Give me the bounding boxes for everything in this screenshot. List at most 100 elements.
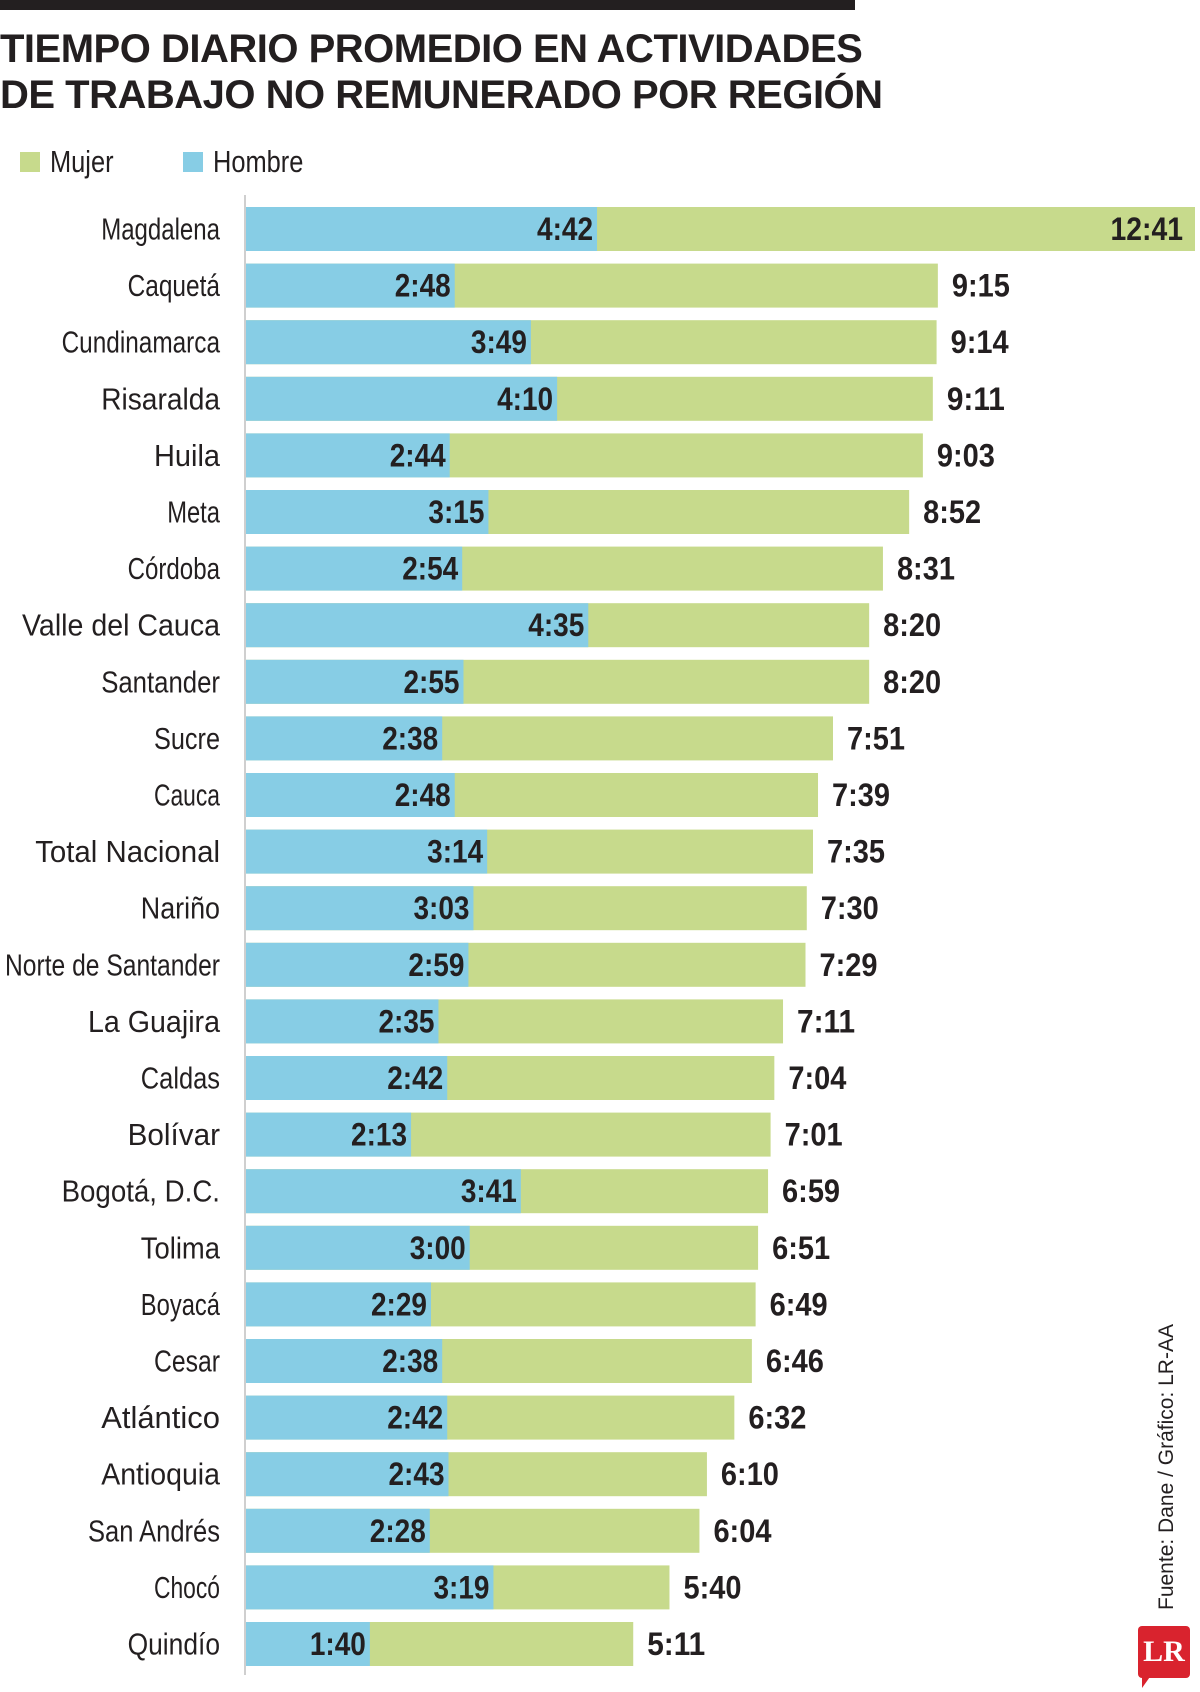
category-label: Bogotá, D.C. xyxy=(62,1174,220,1209)
lr-logo: LR xyxy=(1138,1626,1190,1688)
data-label-hombre: 2:59 xyxy=(408,947,464,983)
category-label: Cauca xyxy=(154,778,221,813)
bar-hombre xyxy=(245,1339,443,1383)
data-label-hombre: 2:38 xyxy=(382,720,438,756)
bar-hombre xyxy=(245,603,589,648)
data-label-mujer: 7:39 xyxy=(832,777,890,813)
bar-hombre xyxy=(245,1452,449,1497)
bar-hombre xyxy=(245,546,463,591)
data-label-hombre: 3:15 xyxy=(428,494,484,530)
data-label-hombre: 2:55 xyxy=(403,664,459,700)
category-label: Córdoba xyxy=(128,551,221,586)
data-label-mujer: 7:51 xyxy=(847,720,905,756)
data-label-hombre: 2:35 xyxy=(378,1003,434,1039)
bar-hombre xyxy=(245,829,488,874)
data-label-mujer: 7:11 xyxy=(797,1003,855,1039)
bar-hombre xyxy=(245,1622,370,1666)
category-label: Meta xyxy=(167,495,220,530)
data-label-hombre: 2:44 xyxy=(390,437,446,473)
bar-hombre xyxy=(245,999,439,1044)
data-label-mujer: 7:29 xyxy=(820,947,878,983)
data-label-hombre: 2:13 xyxy=(351,1117,407,1153)
data-label-hombre: 2:42 xyxy=(387,1060,443,1096)
category-label: Sucre xyxy=(154,721,220,756)
lr-logo-text: LR xyxy=(1143,1635,1185,1668)
bar-hombre xyxy=(245,1169,521,1214)
bar-hombre xyxy=(245,1565,494,1610)
data-label-mujer: 9:11 xyxy=(947,381,1005,417)
category-label: Risaralda xyxy=(101,381,220,416)
data-label-hombre: 3:00 xyxy=(410,1230,466,1266)
data-label-hombre: 2:38 xyxy=(382,1343,438,1379)
data-label-hombre: 4:35 xyxy=(528,607,584,643)
legend-item-hombre: Hombre xyxy=(182,144,323,180)
data-label-mujer: 7:01 xyxy=(785,1117,843,1153)
category-label: Magdalena xyxy=(101,212,220,247)
bar-hombre xyxy=(245,773,455,817)
bar-chart: Magdalena 4:42 12:41 Caquetá 2:48 9:15 Cundina… xyxy=(5,195,1195,1675)
bar-hombre xyxy=(245,1508,430,1553)
data-label-mujer: 6:49 xyxy=(770,1286,828,1322)
category-label: San Andrés xyxy=(88,1513,220,1548)
data-label-mujer: 7:04 xyxy=(788,1060,846,1096)
legend-swatch-mujer xyxy=(20,152,40,172)
data-label-mujer: 9:03 xyxy=(937,437,995,473)
data-label-hombre: 2:28 xyxy=(370,1513,426,1549)
category-label: Atlántico xyxy=(101,1400,220,1435)
category-label: Cundinamarca xyxy=(62,325,221,360)
category-label: Antioquia xyxy=(101,1457,220,1492)
category-label: Valle del Cauca xyxy=(22,608,221,643)
data-label-hombre: 4:10 xyxy=(497,381,553,417)
data-label-mujer: 8:31 xyxy=(897,551,955,587)
legend: Mujer Hombre xyxy=(20,140,378,184)
category-label: Tolima xyxy=(141,1230,221,1265)
bar-hombre xyxy=(245,207,598,251)
category-label: Total Nacional xyxy=(35,834,220,869)
bar-hombre xyxy=(245,886,474,931)
bar-hombre xyxy=(245,490,489,534)
bar-hombre xyxy=(245,1112,412,1157)
category-label: Boyacá xyxy=(141,1287,221,1322)
category-label: La Guajira xyxy=(88,1004,221,1039)
data-label-mujer: 12:41 xyxy=(1111,211,1184,247)
data-label-hombre: 3:03 xyxy=(413,890,469,926)
data-label-hombre: 2:54 xyxy=(402,551,458,587)
data-label-hombre: 3:41 xyxy=(461,1173,517,1209)
data-label-mujer: 9:14 xyxy=(951,324,1009,360)
category-label: Santander xyxy=(101,664,220,699)
category-label: Huila xyxy=(154,438,221,473)
bar-hombre xyxy=(245,1395,448,1440)
data-label-hombre: 2:29 xyxy=(371,1286,427,1322)
legend-label-mujer: Mujer xyxy=(50,144,114,179)
data-label-hombre: 3:14 xyxy=(427,834,483,870)
source-note: Fuente: Dane / Gráfico: LR-AA xyxy=(1155,1324,1178,1610)
data-label-hombre: 2:43 xyxy=(389,1456,445,1492)
bar-hombre xyxy=(245,716,443,761)
bar-hombre xyxy=(245,1282,431,1327)
legend-swatch-hombre xyxy=(182,152,203,172)
bar-hombre xyxy=(245,659,464,704)
bar-hombre xyxy=(245,263,455,308)
data-label-mujer: 7:30 xyxy=(821,890,879,926)
chart-title: TIEMPO DIARIO PROMEDIO EN ACTIVIDADES DE… xyxy=(0,27,883,117)
bar-hombre xyxy=(245,942,469,987)
data-label-hombre: 1:40 xyxy=(310,1626,366,1662)
legend-label-hombre: Hombre xyxy=(212,144,303,179)
category-label: Chocó xyxy=(154,1570,220,1605)
data-label-hombre: 4:42 xyxy=(537,211,593,247)
data-label-mujer: 6:46 xyxy=(766,1343,824,1379)
bar-hombre xyxy=(245,376,558,421)
category-label: Bolívar xyxy=(128,1117,220,1152)
category-label: Caldas xyxy=(141,1061,220,1096)
category-label: Norte de Santander xyxy=(5,947,220,982)
data-label-mujer: 8:20 xyxy=(883,607,941,643)
data-label-mujer: 6:59 xyxy=(782,1173,840,1209)
category-label: Caquetá xyxy=(128,268,221,303)
data-label-mujer: 5:11 xyxy=(647,1626,705,1662)
category-label: Quindío xyxy=(128,1627,220,1662)
data-label-mujer: 6:51 xyxy=(772,1230,830,1266)
data-label-mujer: 8:52 xyxy=(923,494,981,530)
data-label-mujer: 9:15 xyxy=(952,268,1010,304)
data-label-hombre: 2:42 xyxy=(387,1400,443,1436)
legend-item-mujer: Mujer xyxy=(20,144,128,180)
